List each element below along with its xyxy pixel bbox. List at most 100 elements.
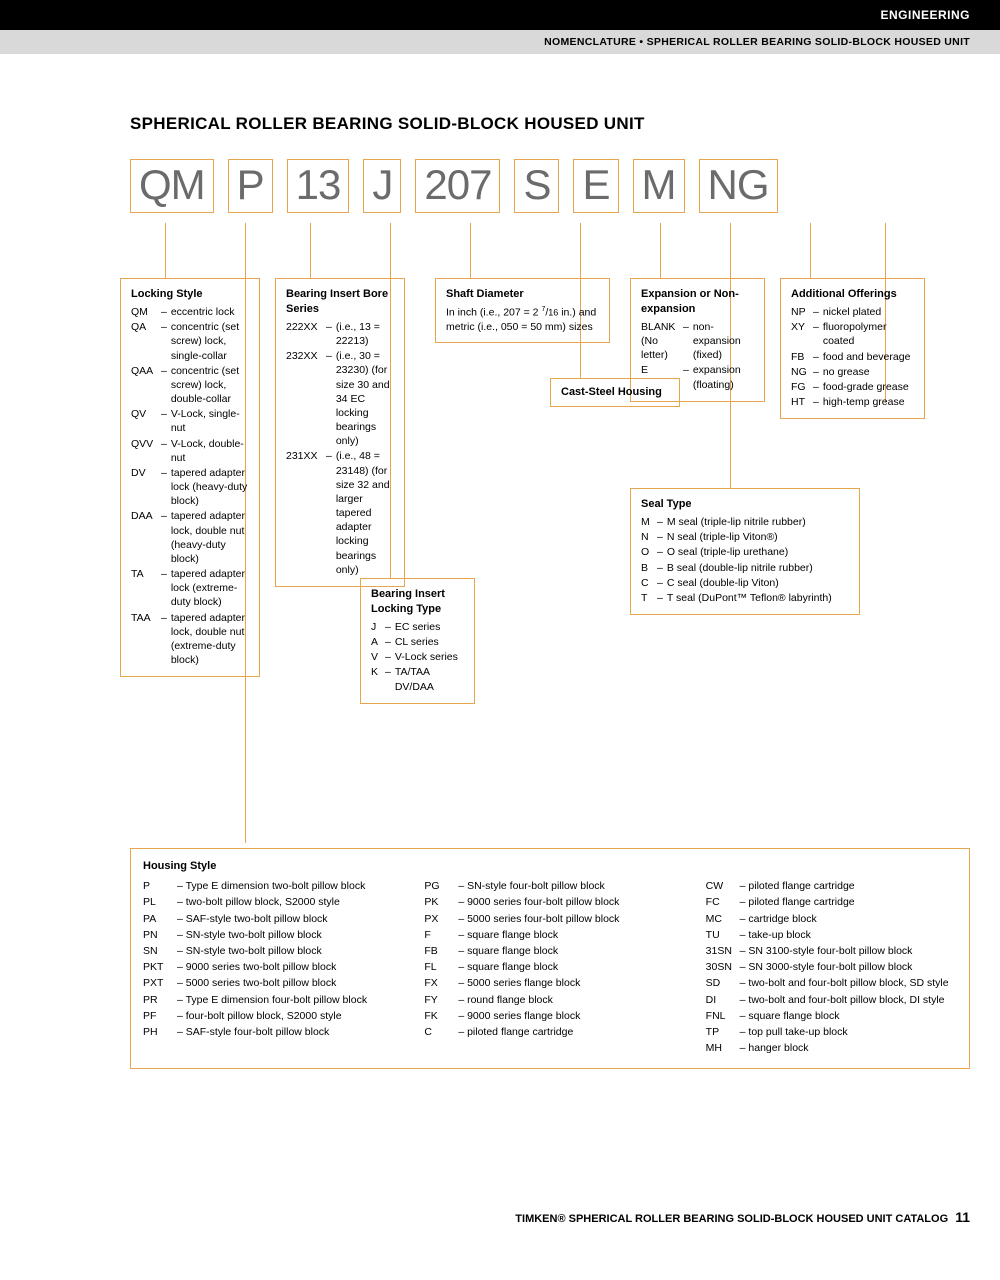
definition-row: TA–tapered adapter lock (extreme-duty bl… [131, 567, 249, 610]
definition-row: O–O seal (triple-lip urethane) [641, 545, 849, 559]
housing-row: PG– SN-style four-bolt pillow block [424, 879, 675, 894]
definition-row: QV–V-Lock, single-nut [131, 407, 249, 435]
definition-row: FB–food and beverage [791, 350, 914, 364]
housing-row: C– piloted flange cartridge [424, 1025, 675, 1040]
housing-col-3: CW– piloted flange cartridgeFC– piloted … [706, 879, 957, 1057]
code-housing-style: P [228, 159, 273, 213]
housing-row: MC– cartridge block [706, 912, 957, 927]
page-title: SPHERICAL ROLLER BEARING SOLID-BLOCK HOU… [130, 114, 970, 134]
shaft-diameter-box: Shaft Diameter In inch (i.e., 207 = 2 7/… [435, 278, 610, 343]
header-black-bar: ENGINEERING [0, 0, 1000, 30]
housing-col-2: PG– SN-style four-bolt pillow blockPK– 9… [424, 879, 675, 1057]
housing-row: FNL– square flange block [706, 1009, 957, 1024]
housing-row: PA– SAF-style two-bolt pillow block [143, 912, 394, 927]
code-additional: NG [699, 159, 778, 213]
housing-row: PF– four-bolt pillow block, S2000 style [143, 1009, 394, 1024]
locking-type-title: Bearing Insert Locking Type [371, 587, 464, 617]
housing-row: CW– piloted flange cartridge [706, 879, 957, 894]
definition-row: XY–fluoropolymer coated [791, 320, 914, 348]
definition-row: QAA–concentric (set screw) lock, double-… [131, 364, 249, 407]
definition-row: QA–concentric (set screw) lock, single-c… [131, 320, 249, 363]
cast-steel-title: Cast-Steel Housing [561, 385, 669, 400]
page-number: 11 [955, 1209, 970, 1225]
seal-type-title: Seal Type [641, 497, 849, 512]
seal-type-box: Seal Type M–M seal (triple-lip nitrile r… [630, 488, 860, 615]
housing-row: PR– Type E dimension four-bolt pillow bl… [143, 993, 394, 1008]
code-housing-material: S [514, 159, 559, 213]
housing-style-box: Housing Style P– Type E dimension two-bo… [130, 848, 970, 1068]
housing-row: FC– piloted flange cartridge [706, 895, 957, 910]
shaft-diameter-text: In inch (i.e., 207 = 2 7/16 in.) and met… [446, 305, 599, 334]
definition-row: K–TA/TAA DV/DAA [371, 665, 464, 693]
shaft-diameter-title: Shaft Diameter [446, 287, 599, 302]
bore-series-title: Bearing Insert Bore Series [286, 287, 394, 317]
locking-style-title: Locking Style [131, 287, 249, 302]
definition-row: TAA–tapered adapter lock, double nut (ex… [131, 611, 249, 668]
definition-row: 222XX–(i.e., 13 = 22213) [286, 320, 394, 348]
housing-row: P– Type E dimension two-bolt pillow bloc… [143, 879, 394, 894]
housing-row: PXT– 5000 series two-bolt pillow block [143, 976, 394, 991]
housing-col-1: P– Type E dimension two-bolt pillow bloc… [143, 879, 394, 1057]
housing-row: F– square flange block [424, 928, 675, 943]
connector-lines [130, 223, 970, 278]
housing-row: SD– two-bolt and four-bolt pillow block,… [706, 976, 957, 991]
definition-row: QVV–V-Lock, double-nut [131, 437, 249, 465]
definition-row: DAA–tapered adapter lock, double nut (he… [131, 509, 249, 566]
housing-row: FL– square flange block [424, 960, 675, 975]
housing-row: 30SN– SN 3000-style four-bolt pillow blo… [706, 960, 957, 975]
definition-row: FG–food-grade grease [791, 380, 914, 394]
section-label: ENGINEERING [880, 8, 970, 22]
housing-row: SN– SN-style two-bolt pillow block [143, 944, 394, 959]
page-footer: TIMKEN® SPHERICAL ROLLER BEARING SOLID-B… [0, 1089, 1000, 1245]
definition-row: C–C seal (double-lip Viton) [641, 576, 849, 590]
code-seal-type: M [633, 159, 685, 213]
housing-row: PN– SN-style two-bolt pillow block [143, 928, 394, 943]
expansion-title: Expansion or Non-expansion [641, 287, 754, 317]
housing-row: PL– two-bolt pillow block, S2000 style [143, 895, 394, 910]
definition-row: V–V-Lock series [371, 650, 464, 664]
definition-row: J–EC series [371, 620, 464, 634]
code-locking-style: QM [130, 159, 214, 213]
housing-row: PKT– 9000 series two-bolt pillow block [143, 960, 394, 975]
housing-row: PX– 5000 series four-bolt pillow block [424, 912, 675, 927]
housing-row: PH– SAF-style four-bolt pillow block [143, 1025, 394, 1040]
definition-row: 232XX–(i.e., 30 = 23230) (for size 30 an… [286, 349, 394, 448]
definition-row: 231XX–(i.e., 48 = 23148) (for size 32 an… [286, 449, 394, 577]
locking-type-box: Bearing Insert Locking Type J–EC seriesA… [360, 578, 475, 704]
housing-row: TP– top pull take-up block [706, 1025, 957, 1040]
nomenclature-code-row: QM P 13 J 207 S E M NG [130, 159, 970, 213]
definition-row: N–N seal (triple-lip Viton®) [641, 530, 849, 544]
housing-row: PK– 9000 series four-bolt pillow block [424, 895, 675, 910]
definition-row: QM–eccentric lock [131, 305, 249, 319]
definition-row: T–T seal (DuPont™ Teflon® labyrinth) [641, 591, 849, 605]
code-bore-series: 13 [287, 159, 350, 213]
definition-row: M–M seal (triple-lip nitrile rubber) [641, 515, 849, 529]
housing-row: FY– round flange block [424, 993, 675, 1008]
definition-row: DV–tapered adapter lock (heavy-duty bloc… [131, 466, 249, 509]
housing-row: 31SN– SN 3100-style four-bolt pillow blo… [706, 944, 957, 959]
locking-style-box: Locking Style QM–eccentric lockQA–concen… [120, 278, 260, 677]
bore-series-box: Bearing Insert Bore Series 222XX–(i.e., … [275, 278, 405, 587]
header-gray-bar: NOMENCLATURE • SPHERICAL ROLLER BEARING … [0, 30, 1000, 54]
code-locking-type: J [363, 159, 401, 213]
code-shaft-diameter: 207 [415, 159, 500, 213]
additional-box: Additional Offerings NP–nickel platedXY–… [780, 278, 925, 419]
definition-row: NP–nickel plated [791, 305, 914, 319]
housing-row: FK– 9000 series flange block [424, 1009, 675, 1024]
housing-style-title: Housing Style [143, 859, 957, 875]
description-grid: Locking Style QM–eccentric lockQA–concen… [130, 278, 970, 818]
breadcrumb: NOMENCLATURE • SPHERICAL ROLLER BEARING … [544, 36, 970, 48]
housing-row: TU– take-up block [706, 928, 957, 943]
footer-text: TIMKEN® SPHERICAL ROLLER BEARING SOLID-B… [515, 1213, 948, 1225]
additional-title: Additional Offerings [791, 287, 914, 302]
definition-row: B–B seal (double-lip nitrile rubber) [641, 561, 849, 575]
code-expansion: E [573, 159, 618, 213]
housing-row: FB– square flange block [424, 944, 675, 959]
cast-steel-box: Cast-Steel Housing [550, 378, 680, 407]
housing-row: DI– two-bolt and four-bolt pillow block,… [706, 993, 957, 1008]
definition-row: A–CL series [371, 635, 464, 649]
definition-row: NG–no grease [791, 365, 914, 379]
page-content: SPHERICAL ROLLER BEARING SOLID-BLOCK HOU… [0, 54, 1000, 1089]
housing-row: FX– 5000 series flange block [424, 976, 675, 991]
housing-row: MH– hanger block [706, 1041, 957, 1056]
